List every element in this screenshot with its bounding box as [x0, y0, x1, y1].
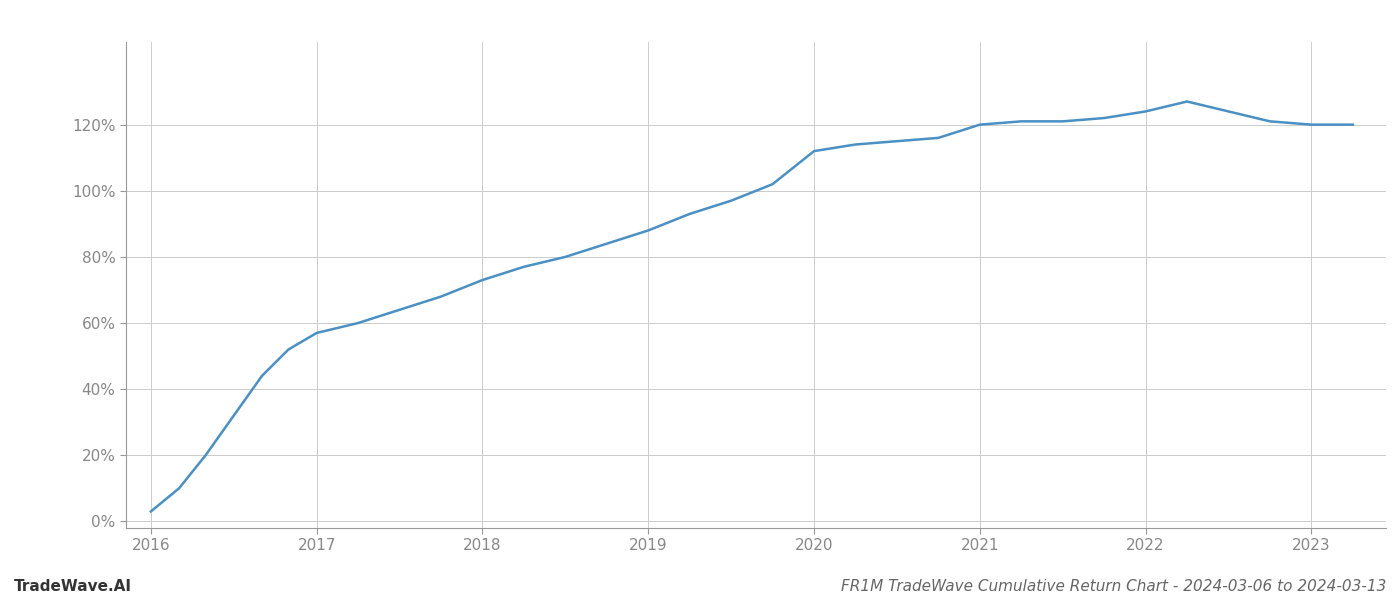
Text: FR1M TradeWave Cumulative Return Chart - 2024-03-06 to 2024-03-13: FR1M TradeWave Cumulative Return Chart -…	[840, 579, 1386, 594]
Text: TradeWave.AI: TradeWave.AI	[14, 579, 132, 594]
